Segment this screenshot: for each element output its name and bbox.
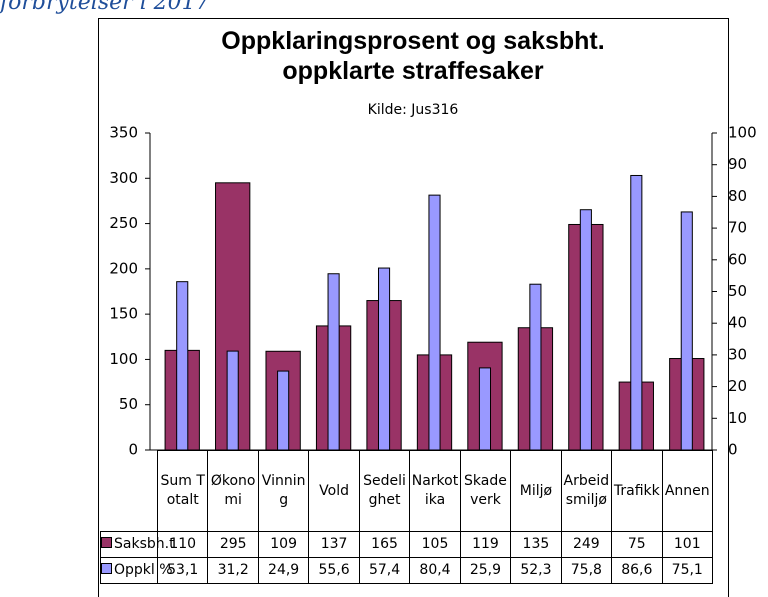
y2-tick-label: 60	[728, 250, 747, 268]
category-label: Skadeverk	[459, 450, 512, 532]
y2-tick-label: 70	[728, 219, 747, 237]
category-label: Økonomi	[207, 450, 259, 532]
table-value: 57,4	[358, 557, 411, 584]
table-value: 137	[308, 531, 360, 558]
bar	[176, 281, 189, 451]
y-tick-label: 50	[119, 395, 138, 413]
table-value: 75	[611, 531, 663, 558]
table-value: 52,3	[510, 557, 562, 584]
table-value: 105	[409, 531, 461, 558]
table-value: 109	[257, 531, 310, 558]
category-label: Vinning	[257, 450, 310, 532]
y2-tick-label: 90	[728, 155, 747, 173]
category-label: Sum Totalt	[156, 450, 209, 532]
bar	[226, 350, 239, 451]
y-tick-label: 300	[109, 169, 138, 187]
table-value: 249	[560, 531, 613, 558]
legend-entry: Oppkl %	[100, 557, 173, 584]
y-tick-label: 250	[109, 214, 138, 232]
table-value: 55,6	[308, 557, 360, 584]
table-value: 119	[459, 531, 512, 558]
legend-entry: Saksbh.t	[100, 531, 175, 558]
category-label: Vold	[308, 450, 360, 532]
table-value: 295	[207, 531, 259, 558]
bar	[630, 174, 643, 451]
category-label: Miljø	[510, 450, 562, 532]
legend-label: Saksbh.t	[114, 536, 175, 552]
chart-title: Oppklaringsprosent og saksbht. oppklarte…	[221, 27, 605, 85]
bar	[680, 211, 693, 451]
y2-tick-label: 80	[728, 187, 747, 205]
legend-key	[101, 537, 112, 548]
bar	[428, 194, 441, 451]
bar	[377, 267, 391, 451]
bar	[529, 283, 542, 451]
y2-tick-label: 0	[728, 441, 738, 459]
y-tick-label: 350	[109, 124, 138, 142]
y2-tick-label: 10	[728, 409, 747, 427]
chart-subtitle: Kilde: Jus316	[367, 102, 459, 118]
legend-label: Oppkl %	[114, 562, 173, 578]
table-value: 25,9	[459, 557, 512, 584]
y-tick-label: 100	[109, 350, 138, 368]
chart-frame	[98, 18, 729, 597]
category-label: Annen	[661, 450, 713, 532]
category-label: Arbeidsmiljø	[560, 450, 613, 532]
table-value: 86,6	[611, 557, 663, 584]
table-value: 110	[156, 531, 209, 558]
table-value: 165	[358, 531, 411, 558]
category-label: Sedelighet	[358, 450, 411, 532]
table-value: 80,4	[409, 557, 461, 584]
bar	[277, 370, 290, 451]
table-value: 75,8	[560, 557, 613, 584]
bar	[579, 209, 592, 451]
caption: forbrytelser i 2017	[0, 0, 210, 15]
y2-tick-label: 100	[728, 124, 757, 142]
y-tick-label: 200	[109, 259, 138, 277]
y-tick-label: 0	[128, 441, 138, 459]
bar	[478, 367, 492, 451]
y2-tick-label: 40	[728, 314, 747, 332]
y2-tick-label: 20	[728, 377, 747, 395]
table-value: 53,1	[156, 557, 209, 584]
table-value: 135	[510, 531, 562, 558]
table-value: 101	[661, 531, 713, 558]
y2-tick-label: 50	[728, 282, 747, 300]
table-value: 75,1	[661, 557, 713, 584]
category-label: Trafikk	[611, 450, 663, 532]
y2-tick-label: 30	[728, 345, 747, 363]
y-tick-label: 150	[109, 305, 138, 323]
table-value: 31,2	[207, 557, 259, 584]
bar	[327, 273, 340, 451]
table-corner	[101, 451, 158, 532]
category-label: Narkotika	[409, 450, 461, 532]
legend-key	[101, 563, 112, 574]
data-table: Sum Totalt Økonomi Vinning Vold Sedelighet Na…	[100, 450, 713, 584]
table-value: 24,9	[257, 557, 310, 584]
